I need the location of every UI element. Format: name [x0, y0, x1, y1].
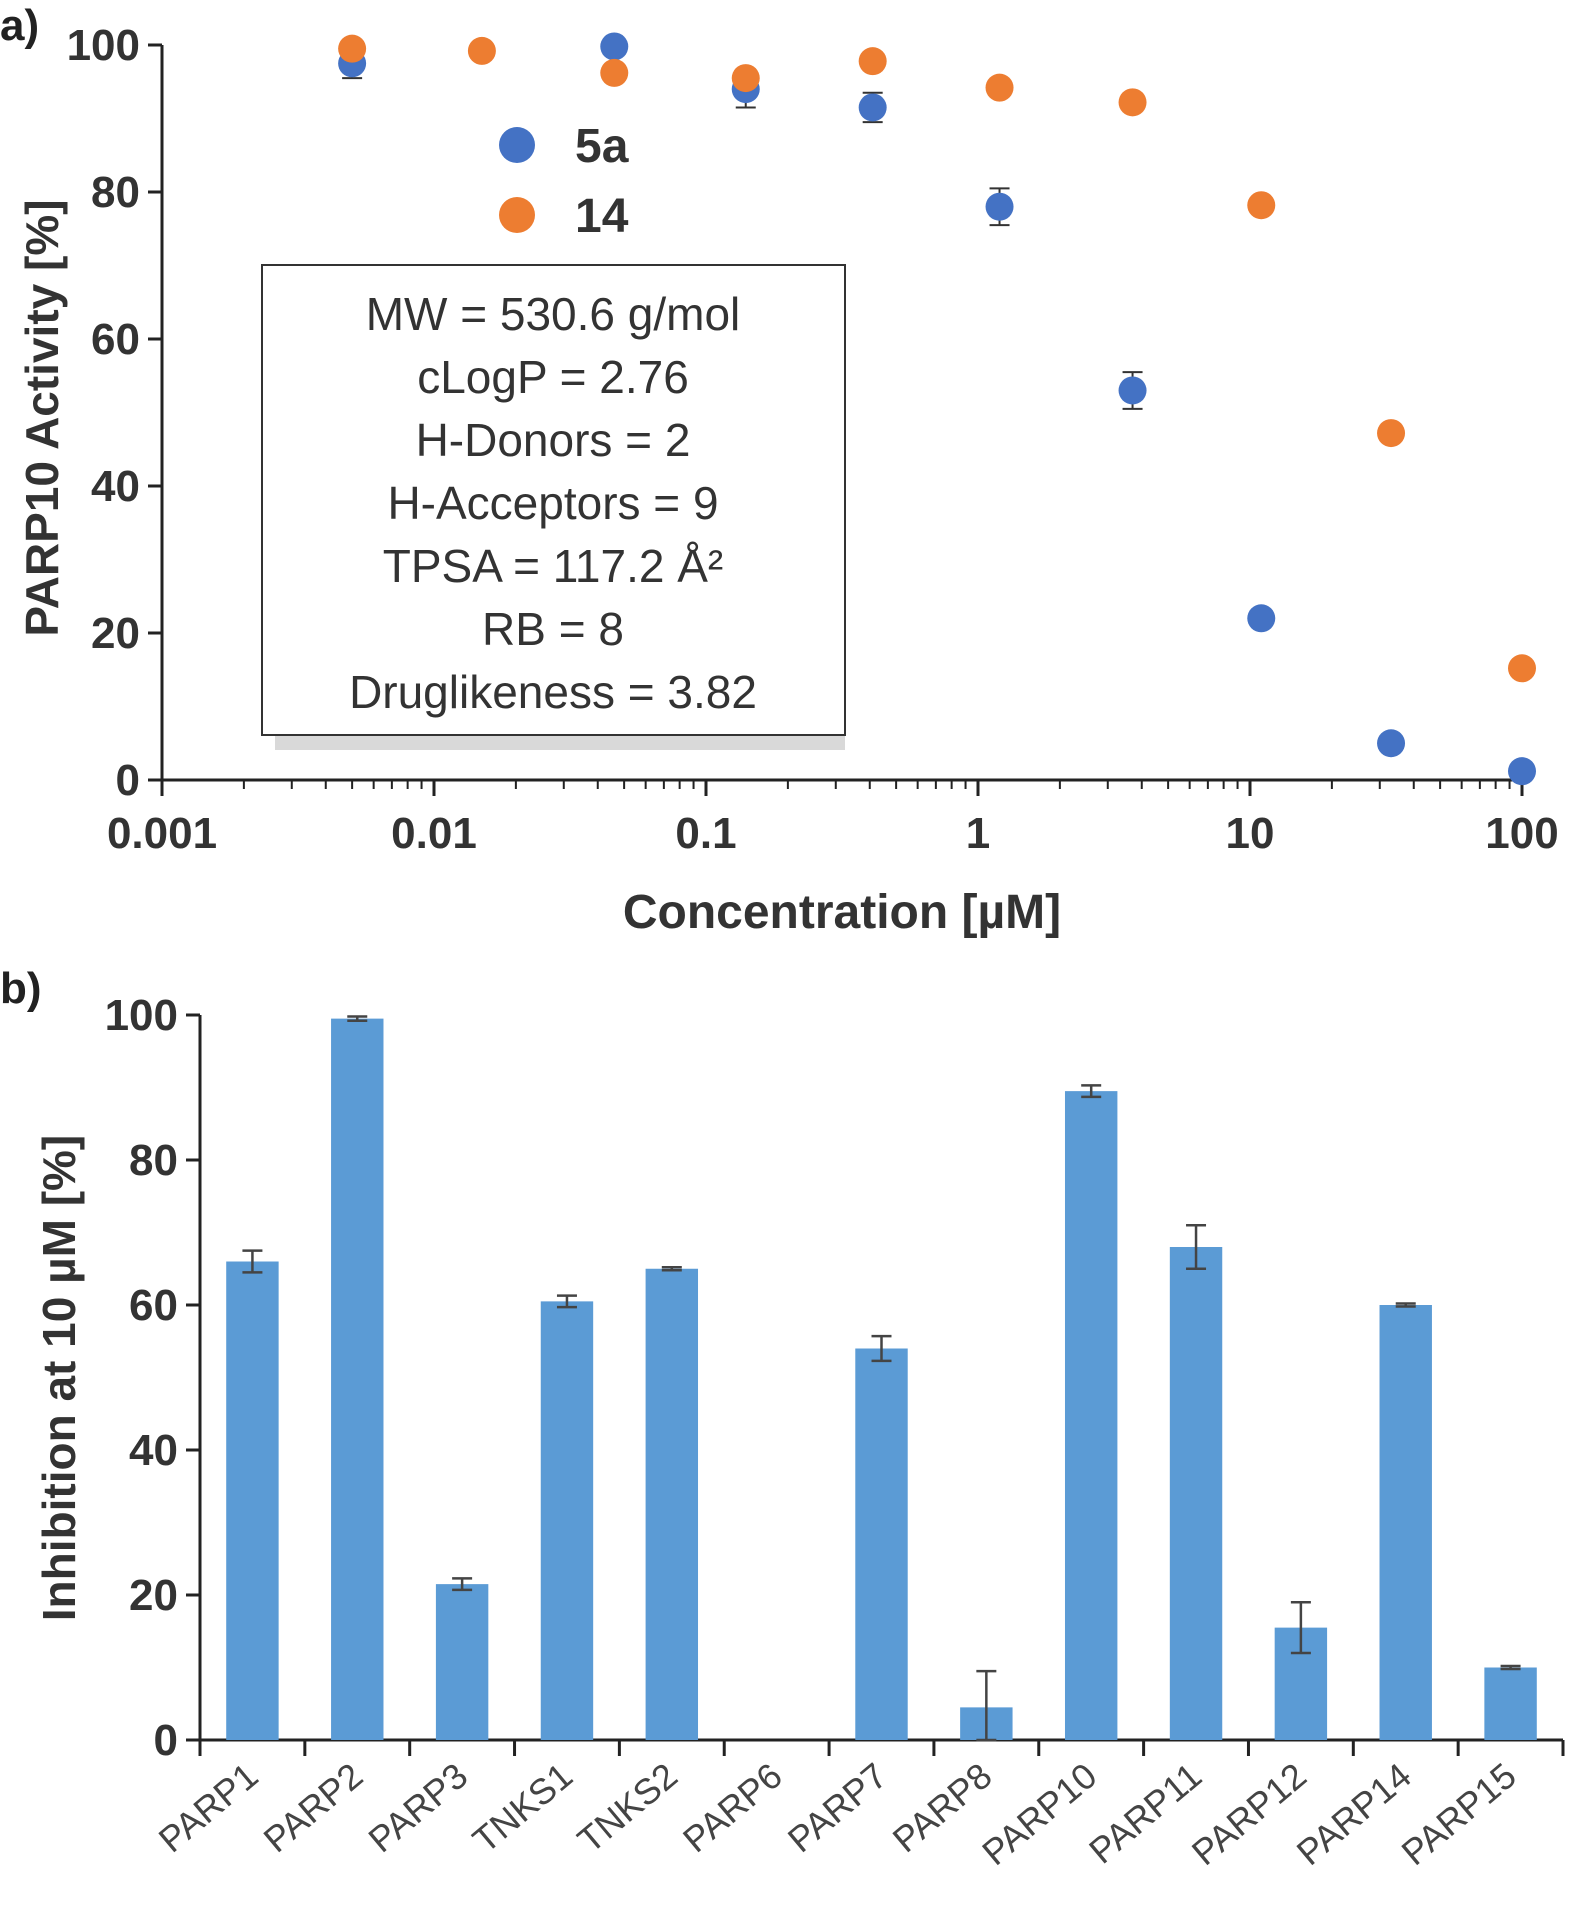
property-line: cLogP = 2.76 [417, 351, 689, 403]
category-label-PARP2: PARP2 [256, 1755, 371, 1861]
panel-a-y-tick-label: 80 [91, 168, 140, 217]
category-label-PARP7: PARP7 [780, 1755, 895, 1861]
bar-PARP15 [1484, 1667, 1537, 1740]
data-point-5a [1118, 376, 1147, 405]
data-point-14 [600, 58, 629, 87]
bar-PARP2 [331, 1018, 384, 1740]
panel-a-label: a) [0, 1, 39, 50]
data-point-5a [1377, 729, 1406, 758]
property-line: H-Donors = 2 [416, 414, 691, 466]
category-label-TNKS1: TNKS1 [465, 1755, 580, 1861]
panel-b-y-tick-label: 80 [129, 1136, 178, 1185]
category-label-PARP15: PARP15 [1394, 1755, 1524, 1873]
data-point-14 [1118, 88, 1147, 117]
category-label-PARP10: PARP10 [974, 1755, 1104, 1873]
panel-a-x-tick-label: 10 [1226, 809, 1275, 858]
data-point-14 [858, 47, 887, 76]
data-point-14 [338, 34, 367, 63]
panel-a-y-tick-label: 100 [67, 21, 140, 70]
bar-PARP7 [855, 1348, 908, 1740]
bar-TNKS1 [540, 1301, 594, 1740]
bar-PARP10 [1064, 1091, 1118, 1740]
bar-PARP1 [226, 1261, 279, 1740]
data-point-14 [467, 36, 496, 65]
legend-label-5a: 5a [575, 120, 629, 173]
data-point-14 [1377, 419, 1406, 448]
properties-box-frame [261, 264, 846, 736]
bar-PARP3 [435, 1584, 489, 1740]
panel-b-label: b) [0, 964, 42, 1013]
panel-a-x-tick-label: 1 [966, 809, 990, 858]
panel-a-y-tick-label: 0 [116, 756, 140, 805]
category-label-PARP1: PARP1 [151, 1755, 266, 1861]
legend-marker-14 [499, 197, 535, 233]
bar-TNKS2 [645, 1268, 699, 1740]
panel-a-x-tick-label: 0.01 [391, 809, 477, 858]
panel-a-y-axis-title: PARP10 Activity [%] [16, 199, 68, 636]
bar-PARP11 [1169, 1247, 1223, 1740]
category-label-PARP3: PARP3 [361, 1755, 476, 1861]
panel-a-y-tick-label: 20 [91, 609, 140, 658]
panel-a-y-tick-label: 60 [91, 315, 140, 364]
category-label-PARP6: PARP6 [675, 1755, 790, 1861]
bar-PARP14 [1379, 1305, 1432, 1740]
panel-a: a) PARP10 Activity [%] Concentration [µM… [0, 1, 1559, 939]
data-point-14 [731, 64, 760, 93]
property-line: RB = 8 [482, 603, 624, 655]
panel-b: b) Inhibition at 10 µM [%] 0 20 40 60 80 100 P… [0, 964, 1565, 1873]
legend-marker-5a [499, 127, 535, 163]
panel-b-y-tick-label: 60 [129, 1281, 178, 1330]
panel-b-y-tick-label: 0 [154, 1716, 178, 1765]
panel-b-y-tick-label: 100 [105, 991, 178, 1040]
category-label-PARP11: PARP11 [1081, 1755, 1209, 1872]
data-point-14 [1508, 654, 1536, 683]
data-point-5a [1247, 604, 1276, 633]
panel-a-x-tick-label: 0.001 [107, 809, 217, 858]
category-label-PARP12: PARP12 [1184, 1755, 1314, 1873]
data-point-5a [600, 32, 629, 61]
panel-a-y-tick-label: 40 [91, 462, 140, 511]
panel-a-x-axis-title: Concentration [µM] [623, 886, 1061, 939]
data-point-5a [1508, 757, 1536, 786]
data-point-5a [985, 192, 1014, 221]
category-label-PARP14: PARP14 [1289, 1755, 1419, 1873]
data-point-14 [1247, 191, 1276, 220]
property-line: TPSA = 117.2 Å² [383, 540, 724, 592]
property-line: Druglikeness = 3.82 [349, 666, 757, 718]
category-label-TNKS2: TNKS2 [570, 1755, 685, 1861]
panel-b-y-tick-label: 20 [129, 1571, 178, 1620]
properties-box: MW = 530.6 g/mol cLogP = 2.76 H-Donors = 2… [261, 264, 846, 750]
panel-b-y-tick-label: 40 [129, 1426, 178, 1475]
property-line: MW = 530.6 g/mol [366, 288, 741, 340]
panel-b-y-axis-title: Inhibition at 10 µM [%] [33, 1135, 85, 1621]
data-point-14 [985, 73, 1014, 102]
legend-label-14: 14 [575, 190, 629, 243]
data-point-5a [858, 93, 887, 122]
panel-a-x-tick-label: 0.1 [675, 809, 736, 858]
panel-a-x-tick-label: 100 [1485, 809, 1558, 858]
property-line: H-Acceptors = 9 [387, 477, 718, 529]
